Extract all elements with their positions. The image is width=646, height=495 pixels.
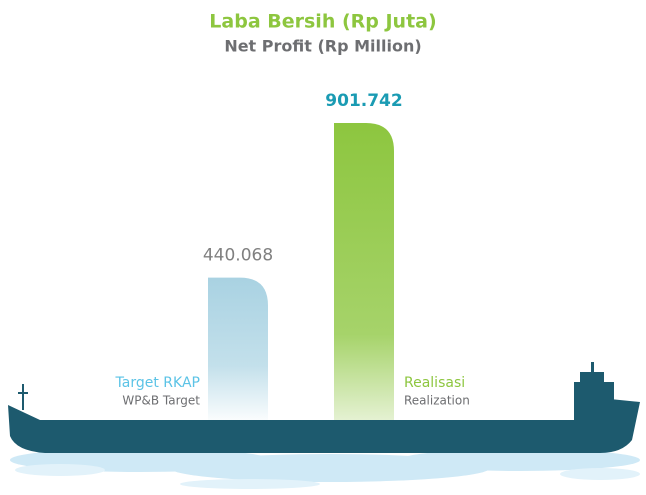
ship [8,362,640,453]
chart-title: Laba Bersih (Rp Juta) [209,11,436,33]
bar [208,277,268,425]
category-translation: Realization [404,394,470,408]
bars: 440.068 Target RKAP WP&B Target 901.742 Real… [115,91,470,425]
water [10,448,640,489]
category-label: Target RKAP [115,375,200,391]
chart-subtitle: Net Profit (Rp Million) [224,37,421,56]
category-translation: WP&B Target [122,394,200,408]
category-label: Realisasi [404,375,465,391]
value-label: 901.742 [325,91,402,111]
value-label: 440.068 [203,246,273,266]
bar [334,123,394,425]
